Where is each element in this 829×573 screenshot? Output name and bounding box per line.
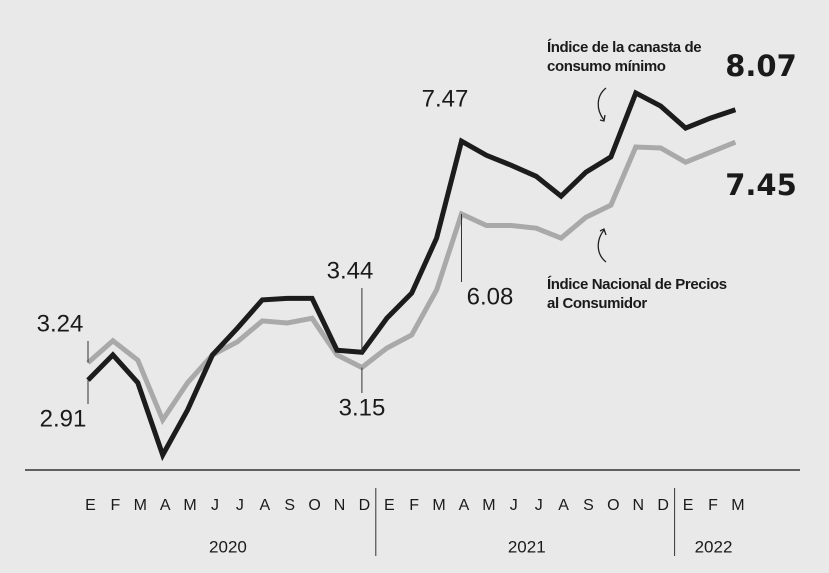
x-tick-label: O <box>308 497 321 514</box>
x-tick-label: N <box>334 497 347 514</box>
x-tick-label: D <box>359 497 372 514</box>
series-line <box>86 139 737 426</box>
data-label: 7.45 <box>725 168 797 202</box>
x-tick-label: S <box>284 497 296 514</box>
x-tick-label: A <box>558 497 570 514</box>
data-label: 6.08 <box>467 283 514 310</box>
data-label: 3.44 <box>327 257 374 284</box>
arrow-head <box>599 114 606 122</box>
data-label: 2.91 <box>40 405 87 432</box>
legend-entry: Índice Nacional de Precios al Consumidor <box>547 276 727 312</box>
x-tick-label: A <box>459 497 471 514</box>
x-tick-label: E <box>683 497 695 514</box>
year-label: 2021 <box>508 537 546 556</box>
x-tick-label: M <box>482 497 496 514</box>
x-tick-label: F <box>708 497 719 514</box>
x-tick-label: M <box>134 497 148 514</box>
data-label: 3.24 <box>37 310 84 337</box>
arrow-head <box>599 228 607 236</box>
x-tick-label: M <box>731 497 745 514</box>
data-label: 8.07 <box>725 49 797 83</box>
x-tick-label: O <box>607 497 620 514</box>
x-tick-label: J <box>236 497 245 514</box>
x-tick-label: N <box>633 497 646 514</box>
year-label: 2020 <box>209 537 247 556</box>
x-tick-label: M <box>183 497 197 514</box>
data-label: 7.47 <box>422 85 469 112</box>
x-tick-label: J <box>535 497 544 514</box>
x-tick-label: D <box>657 497 670 514</box>
x-tick-label: M <box>432 497 446 514</box>
x-tick-label: F <box>409 497 420 514</box>
x-tick-label: J <box>510 497 519 514</box>
x-tick-label: S <box>583 497 595 514</box>
x-tick-label: A <box>160 497 172 514</box>
x-tick-label: J <box>211 497 220 514</box>
year-label: 2022 <box>695 537 733 556</box>
arrow <box>597 229 607 263</box>
legend-entry: Índice de la canasta de consumo mínimo <box>547 39 702 75</box>
data-label: 3.15 <box>339 394 386 421</box>
x-tick-label: E <box>384 497 396 514</box>
x-tick-label: A <box>259 497 271 514</box>
x-tick-label: F <box>111 497 122 514</box>
x-tick-label: E <box>85 497 97 514</box>
arrow <box>597 87 607 121</box>
series-line <box>86 89 737 462</box>
